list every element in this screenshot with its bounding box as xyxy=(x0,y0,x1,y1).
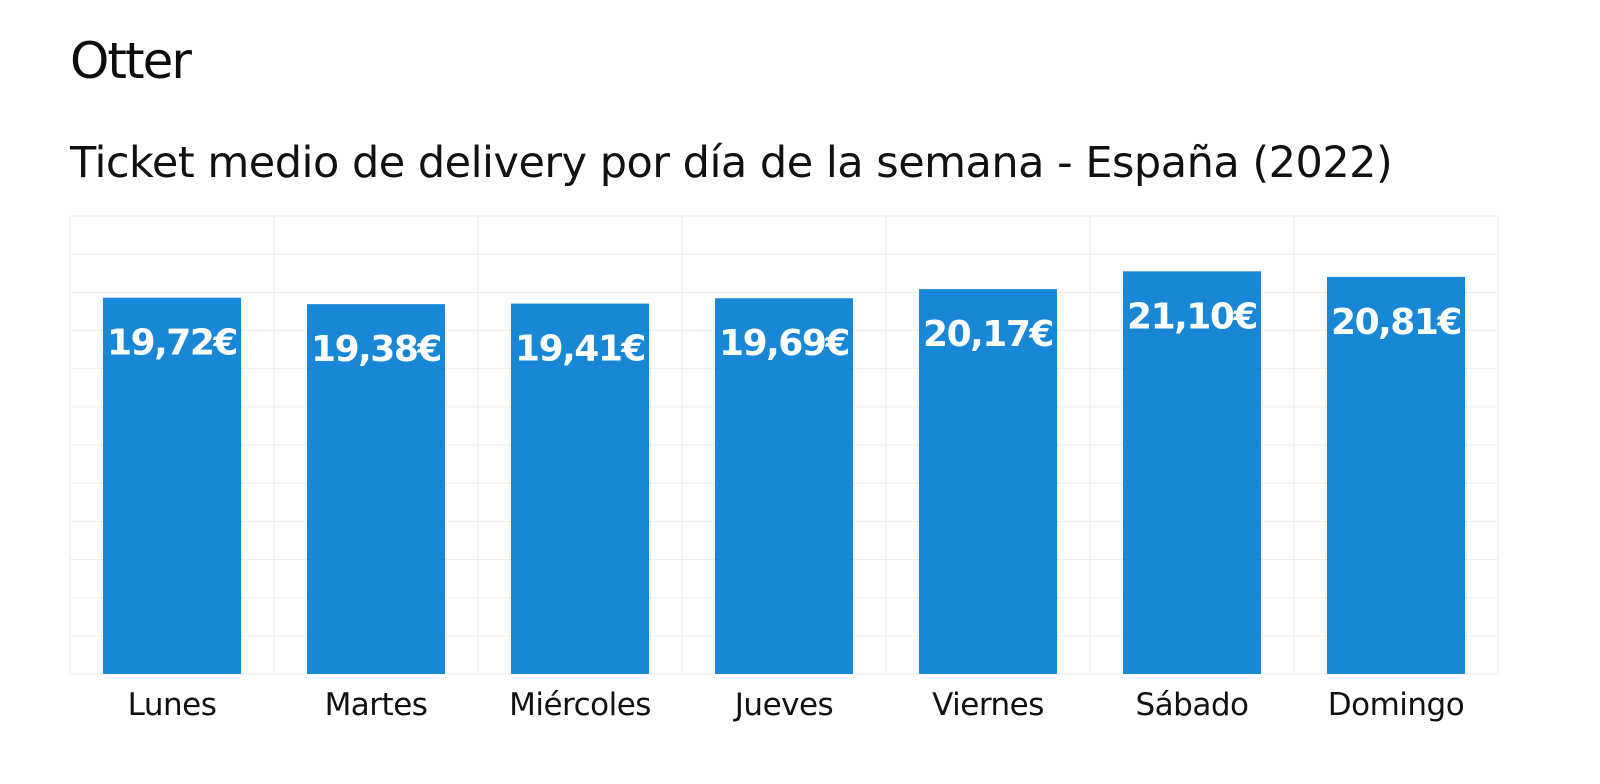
x-axis-labels: Lunes Martes Miércoles Jueves Viernes Sábado D… xyxy=(128,687,1465,723)
bar-domingo xyxy=(1327,276,1465,674)
x-axis-tick-label: Martes xyxy=(325,687,428,723)
bar-value-label: 19,69€ xyxy=(719,323,849,364)
bar-sábado xyxy=(1123,271,1261,674)
chart-title: Ticket medio de delivery por día de la s… xyxy=(70,138,1393,188)
x-axis-tick-label: Miércoles xyxy=(509,687,651,723)
bar-martes xyxy=(307,304,445,674)
bar-jueves xyxy=(715,298,853,674)
bar-value-label: 19,72€ xyxy=(107,323,237,364)
bar-viernes xyxy=(919,289,1057,674)
x-axis-tick-label: Domingo xyxy=(1328,687,1464,723)
x-axis-tick-label: Lunes xyxy=(128,687,217,723)
bar-value-label: 19,41€ xyxy=(515,329,645,370)
bar-value-labels: 19,72€ 19,38€ 19,41€ 19,69€ 20,17€ 21,10€ 20,8… xyxy=(107,296,1462,370)
otter-logo: Otter xyxy=(70,32,192,90)
x-axis-tick-label: Sábado xyxy=(1136,687,1249,723)
bar-value-label: 20,17€ xyxy=(923,314,1053,355)
bar-value-label: 20,81€ xyxy=(1331,302,1461,343)
bar-lunes xyxy=(103,297,241,674)
x-axis-tick-label: Jueves xyxy=(733,687,833,723)
bar-value-label: 21,10€ xyxy=(1127,296,1257,337)
x-axis-tick-label: Viernes xyxy=(932,687,1044,723)
bar-miércoles xyxy=(511,303,649,674)
bar-value-label: 19,38€ xyxy=(311,329,441,370)
chart-bars xyxy=(103,271,1465,674)
